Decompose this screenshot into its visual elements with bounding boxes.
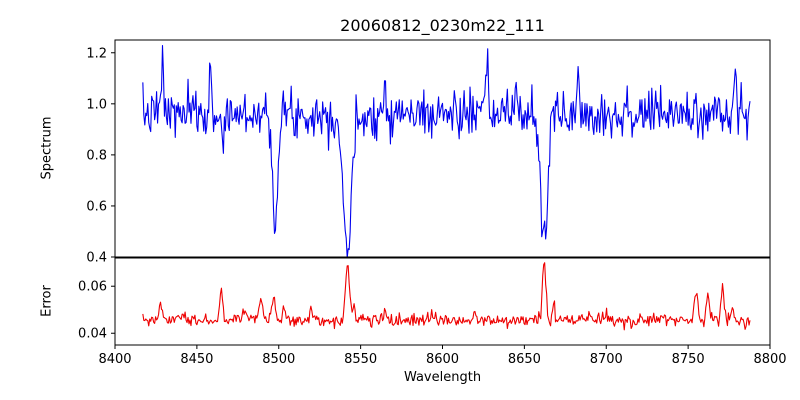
x-tick-label: 8450 (180, 352, 213, 367)
x-tick-label: 8700 (590, 352, 623, 367)
x-tick-label: 8500 (262, 352, 295, 367)
y-tick-label: 0.8 (86, 148, 107, 163)
y-axis-label-spectrum: Spectrum (39, 116, 55, 180)
y-tick-label: 0.06 (78, 280, 107, 295)
x-tick-label: 8750 (672, 352, 705, 367)
x-tick-label: 8400 (98, 352, 131, 367)
y-tick-label: 0.4 (86, 251, 107, 266)
y-tick-label: 0.6 (86, 199, 107, 214)
y-tick-label: 0.04 (78, 327, 107, 342)
x-tick-label: 8600 (426, 352, 459, 367)
y-tick-label: 1.2 (86, 46, 107, 61)
y-tick-label: 1.0 (86, 97, 107, 112)
x-tick-label: 8650 (508, 352, 541, 367)
spectrum-line (142, 44, 751, 257)
x-axis-ticks: 8400 8450 8500 8550 8600 8650 8700 8750 8800 (98, 345, 787, 367)
x-tick-label: 8550 (344, 352, 377, 367)
error-axes: 0.04 0.06 (78, 257, 771, 346)
chart-title: 20060812_0230m22_111 (340, 16, 545, 35)
x-axis-label: Wavelength (403, 370, 482, 385)
error-line (142, 262, 751, 331)
spectrum-axes: 0.4 0.6 0.8 1.0 1.2 (86, 39, 771, 266)
y-axis-label-error: Error (39, 285, 55, 317)
x-tick-label: 8800 (753, 352, 786, 367)
